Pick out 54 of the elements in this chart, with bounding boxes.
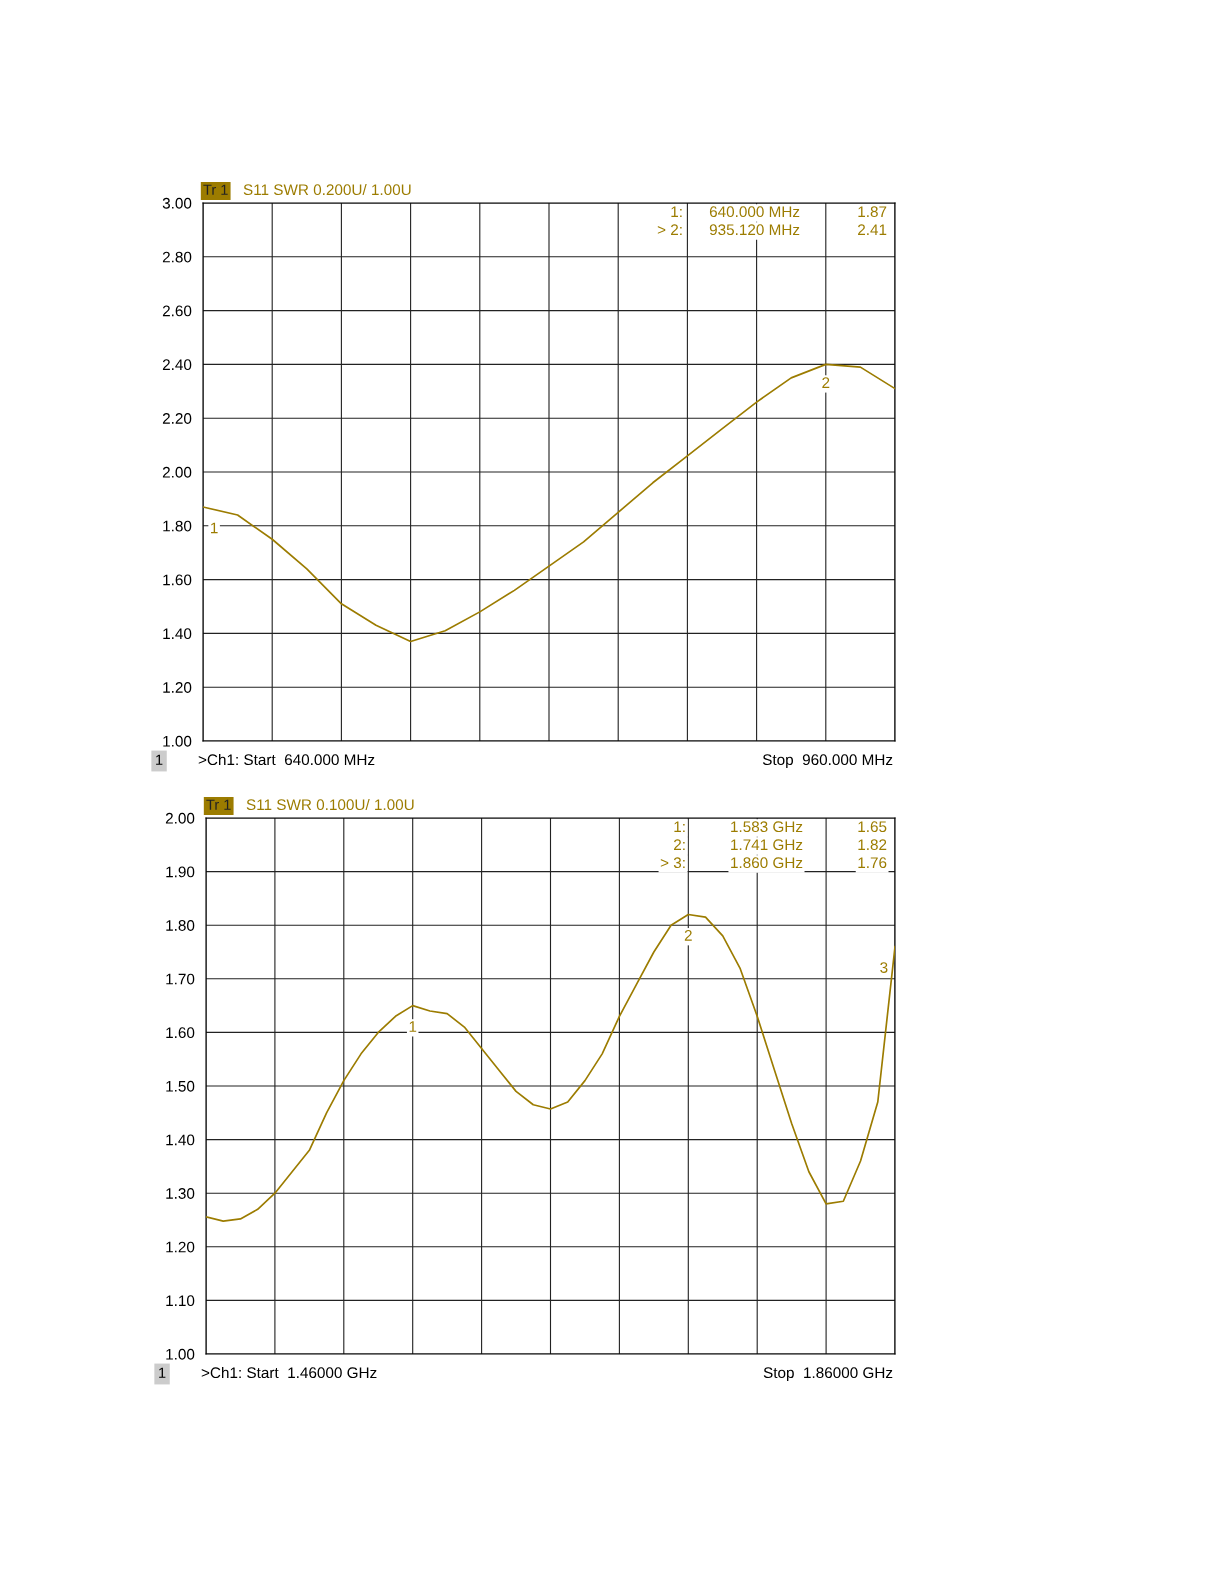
annotation: 2: <box>674 839 685 850</box>
text: 1 <box>159 1367 166 1378</box>
y-tick-label: 1.80 <box>166 920 195 931</box>
y-tick-label: 1.90 <box>166 866 195 878</box>
text: 1 <box>156 754 163 765</box>
y-tick-label: 2.40 <box>162 359 192 371</box>
text: Stop 1.86000 GHz <box>763 1367 893 1382</box>
y-tick-label: 2.60 <box>162 305 192 317</box>
y-tick-label: 1.60 <box>166 1027 195 1039</box>
annotation: 1.82 <box>858 839 887 851</box>
annotation: 1 <box>409 1021 417 1032</box>
y-tick-label: 1.70 <box>166 973 195 985</box>
y-tick-label: 1.40 <box>166 1134 195 1146</box>
y-tick-label: 2.00 <box>162 466 192 478</box>
chart-title: S11 SWR 0.200U/ 1.00U <box>243 183 411 196</box>
y-tick-label: 1.00 <box>166 1348 195 1360</box>
y-tick-label: 1.30 <box>166 1188 195 1199</box>
annotation: 2.41 <box>858 224 887 235</box>
y-tick-label: 1.10 <box>166 1295 195 1307</box>
y-tick-label: 2.00 <box>165 812 195 824</box>
annotation: 1.741 GHz <box>731 839 803 851</box>
y-tick-label: 1.60 <box>163 574 192 586</box>
annotation: 1: <box>671 206 682 217</box>
annotation: 1.87 <box>858 206 887 218</box>
line-series <box>206 913 895 1222</box>
y-tick-label: 1.20 <box>166 1241 195 1253</box>
y-tick-label: 1.20 <box>163 682 192 693</box>
annotation: 1.860 GHz <box>731 857 803 869</box>
annotation: > 2: <box>657 224 682 235</box>
text: Tr 1 <box>203 184 228 195</box>
y-tick-label: 2.20 <box>162 413 192 424</box>
annotation: 2 <box>822 377 830 388</box>
annotation: 2 <box>684 929 692 941</box>
text: Tr 1 <box>206 799 231 810</box>
annotation: > 3: <box>660 857 685 869</box>
annotation: 1: <box>674 821 685 832</box>
y-tick-label: 3.00 <box>162 197 192 209</box>
y-tick-label: 1.50 <box>166 1080 195 1092</box>
annotation: 1 <box>211 522 218 534</box>
y-tick-label: 2.80 <box>162 251 192 263</box>
text: >Ch1: Start 640.000 MHz <box>198 753 375 766</box>
annotation: 3 <box>880 962 888 973</box>
chart-title: S11 SWR 0.100U/ 1.00U <box>246 798 414 811</box>
y-tick-label: 1.00 <box>163 735 192 747</box>
y-tick-label: 1.40 <box>163 628 192 640</box>
y-tick-label: 1.80 <box>163 520 192 532</box>
text: Stop 960.000 MHz <box>762 754 893 769</box>
annotation: 1.76 <box>858 857 887 869</box>
text: >Ch1: Start 1.46000 GHz <box>201 1366 377 1379</box>
annotation: 640.000 MHz <box>709 206 800 218</box>
annotation: 935.120 MHz <box>709 224 800 236</box>
line-series <box>203 363 895 643</box>
annotation: 1.583 GHz <box>731 821 803 833</box>
annotation: 1.65 <box>858 821 887 833</box>
